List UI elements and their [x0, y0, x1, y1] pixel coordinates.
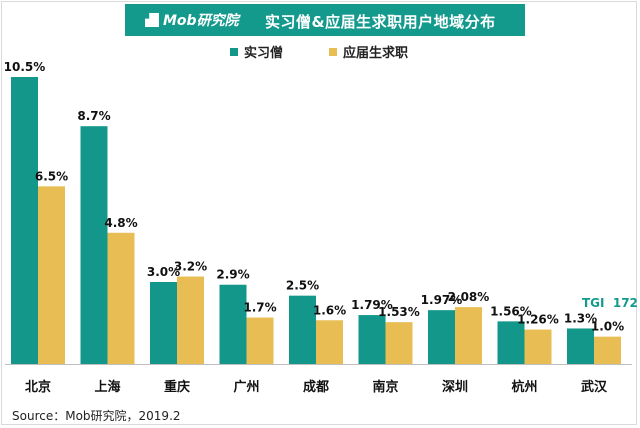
data-label-s1-8: 1.3% [564, 311, 597, 325]
bar-s2-0 [38, 186, 65, 364]
bar-s2-4 [316, 320, 343, 364]
bar-s1-7 [497, 321, 525, 364]
data-label-s2-0: 6.5% [35, 169, 68, 183]
legend-label-series1: 实习僧 [244, 46, 284, 61]
data-label-s1-6: 1.97% [421, 293, 463, 307]
category-label-6: 深圳 [442, 379, 468, 395]
bar-s2-5 [385, 322, 413, 364]
data-label-s2-5: 1.53% [378, 305, 420, 319]
legend-item-series2: 应届生求职 [329, 42, 408, 61]
title-banner: Mob研究院 实习僧&应届生求职用户地域分布 [125, 4, 525, 36]
bar-s2-1 [107, 232, 135, 364]
bar-s2-8 [594, 336, 621, 364]
category-label-8: 武汉 [581, 379, 608, 395]
tgi-annotation: TGI 172 [582, 296, 638, 310]
logo: Mob研究院 [145, 10, 239, 30]
data-label-s1-3: 2.9% [216, 268, 249, 282]
source-note: Source：Mob研究院，2019.2 [12, 409, 181, 423]
data-label-s2-4: 1.6% [313, 303, 346, 317]
bar-s2-7 [524, 329, 552, 364]
legend: 实习僧 应届生求职 [230, 42, 408, 61]
bar-s1-5 [358, 315, 386, 364]
category-label-4: 成都 [303, 379, 329, 395]
category-label-3: 广州 [233, 379, 259, 395]
data-label-s1-7: 1.56% [490, 304, 532, 318]
data-label-s2-7: 1.26% [517, 313, 559, 327]
legend-item-series1: 实习僧 [230, 42, 283, 61]
bar-s1-1 [80, 126, 108, 364]
chart-title: 实习僧&应届生求职用户地域分布 [265, 13, 496, 31]
data-label-s1-1: 8.7% [77, 109, 110, 123]
category-label-7: 杭州 [511, 379, 537, 395]
legend-swatch-series1 [230, 47, 238, 56]
bar-s1-2 [150, 282, 177, 364]
data-label-s1-4: 2.5% [286, 279, 319, 293]
data-label-s1-0: 10.5% [4, 60, 46, 74]
bar-s2-2 [177, 276, 204, 364]
category-label-2: 重庆 [164, 379, 190, 395]
data-label-s1-5: 1.79% [351, 298, 393, 312]
category-label-0: 北京 [25, 379, 51, 395]
logo-text: Mob研究院 [163, 13, 239, 29]
data-label-s2-3: 1.7% [243, 301, 276, 315]
data-label-s2-2: 3.2% [174, 260, 207, 274]
data-label-s1-2: 3.0% [147, 265, 180, 279]
legend-label-series2: 应届生求职 [343, 46, 409, 61]
data-label-s2-6: 2.08% [448, 290, 490, 304]
bar-s1-0 [11, 77, 38, 364]
data-label-s2-8: 1.0% [591, 320, 624, 334]
category-label-1: 上海 [94, 379, 120, 395]
legend-swatch-series2 [329, 47, 338, 56]
bar-s1-4 [289, 295, 316, 364]
bar-s1-8 [567, 328, 594, 364]
data-label-s2-1: 4.8% [104, 216, 137, 230]
bar-s1-6 [428, 310, 455, 364]
bar-s1-3 [219, 284, 247, 364]
category-label-5: 南京 [372, 379, 398, 395]
bar-s2-3 [246, 317, 274, 364]
bar-s2-6 [455, 307, 482, 364]
